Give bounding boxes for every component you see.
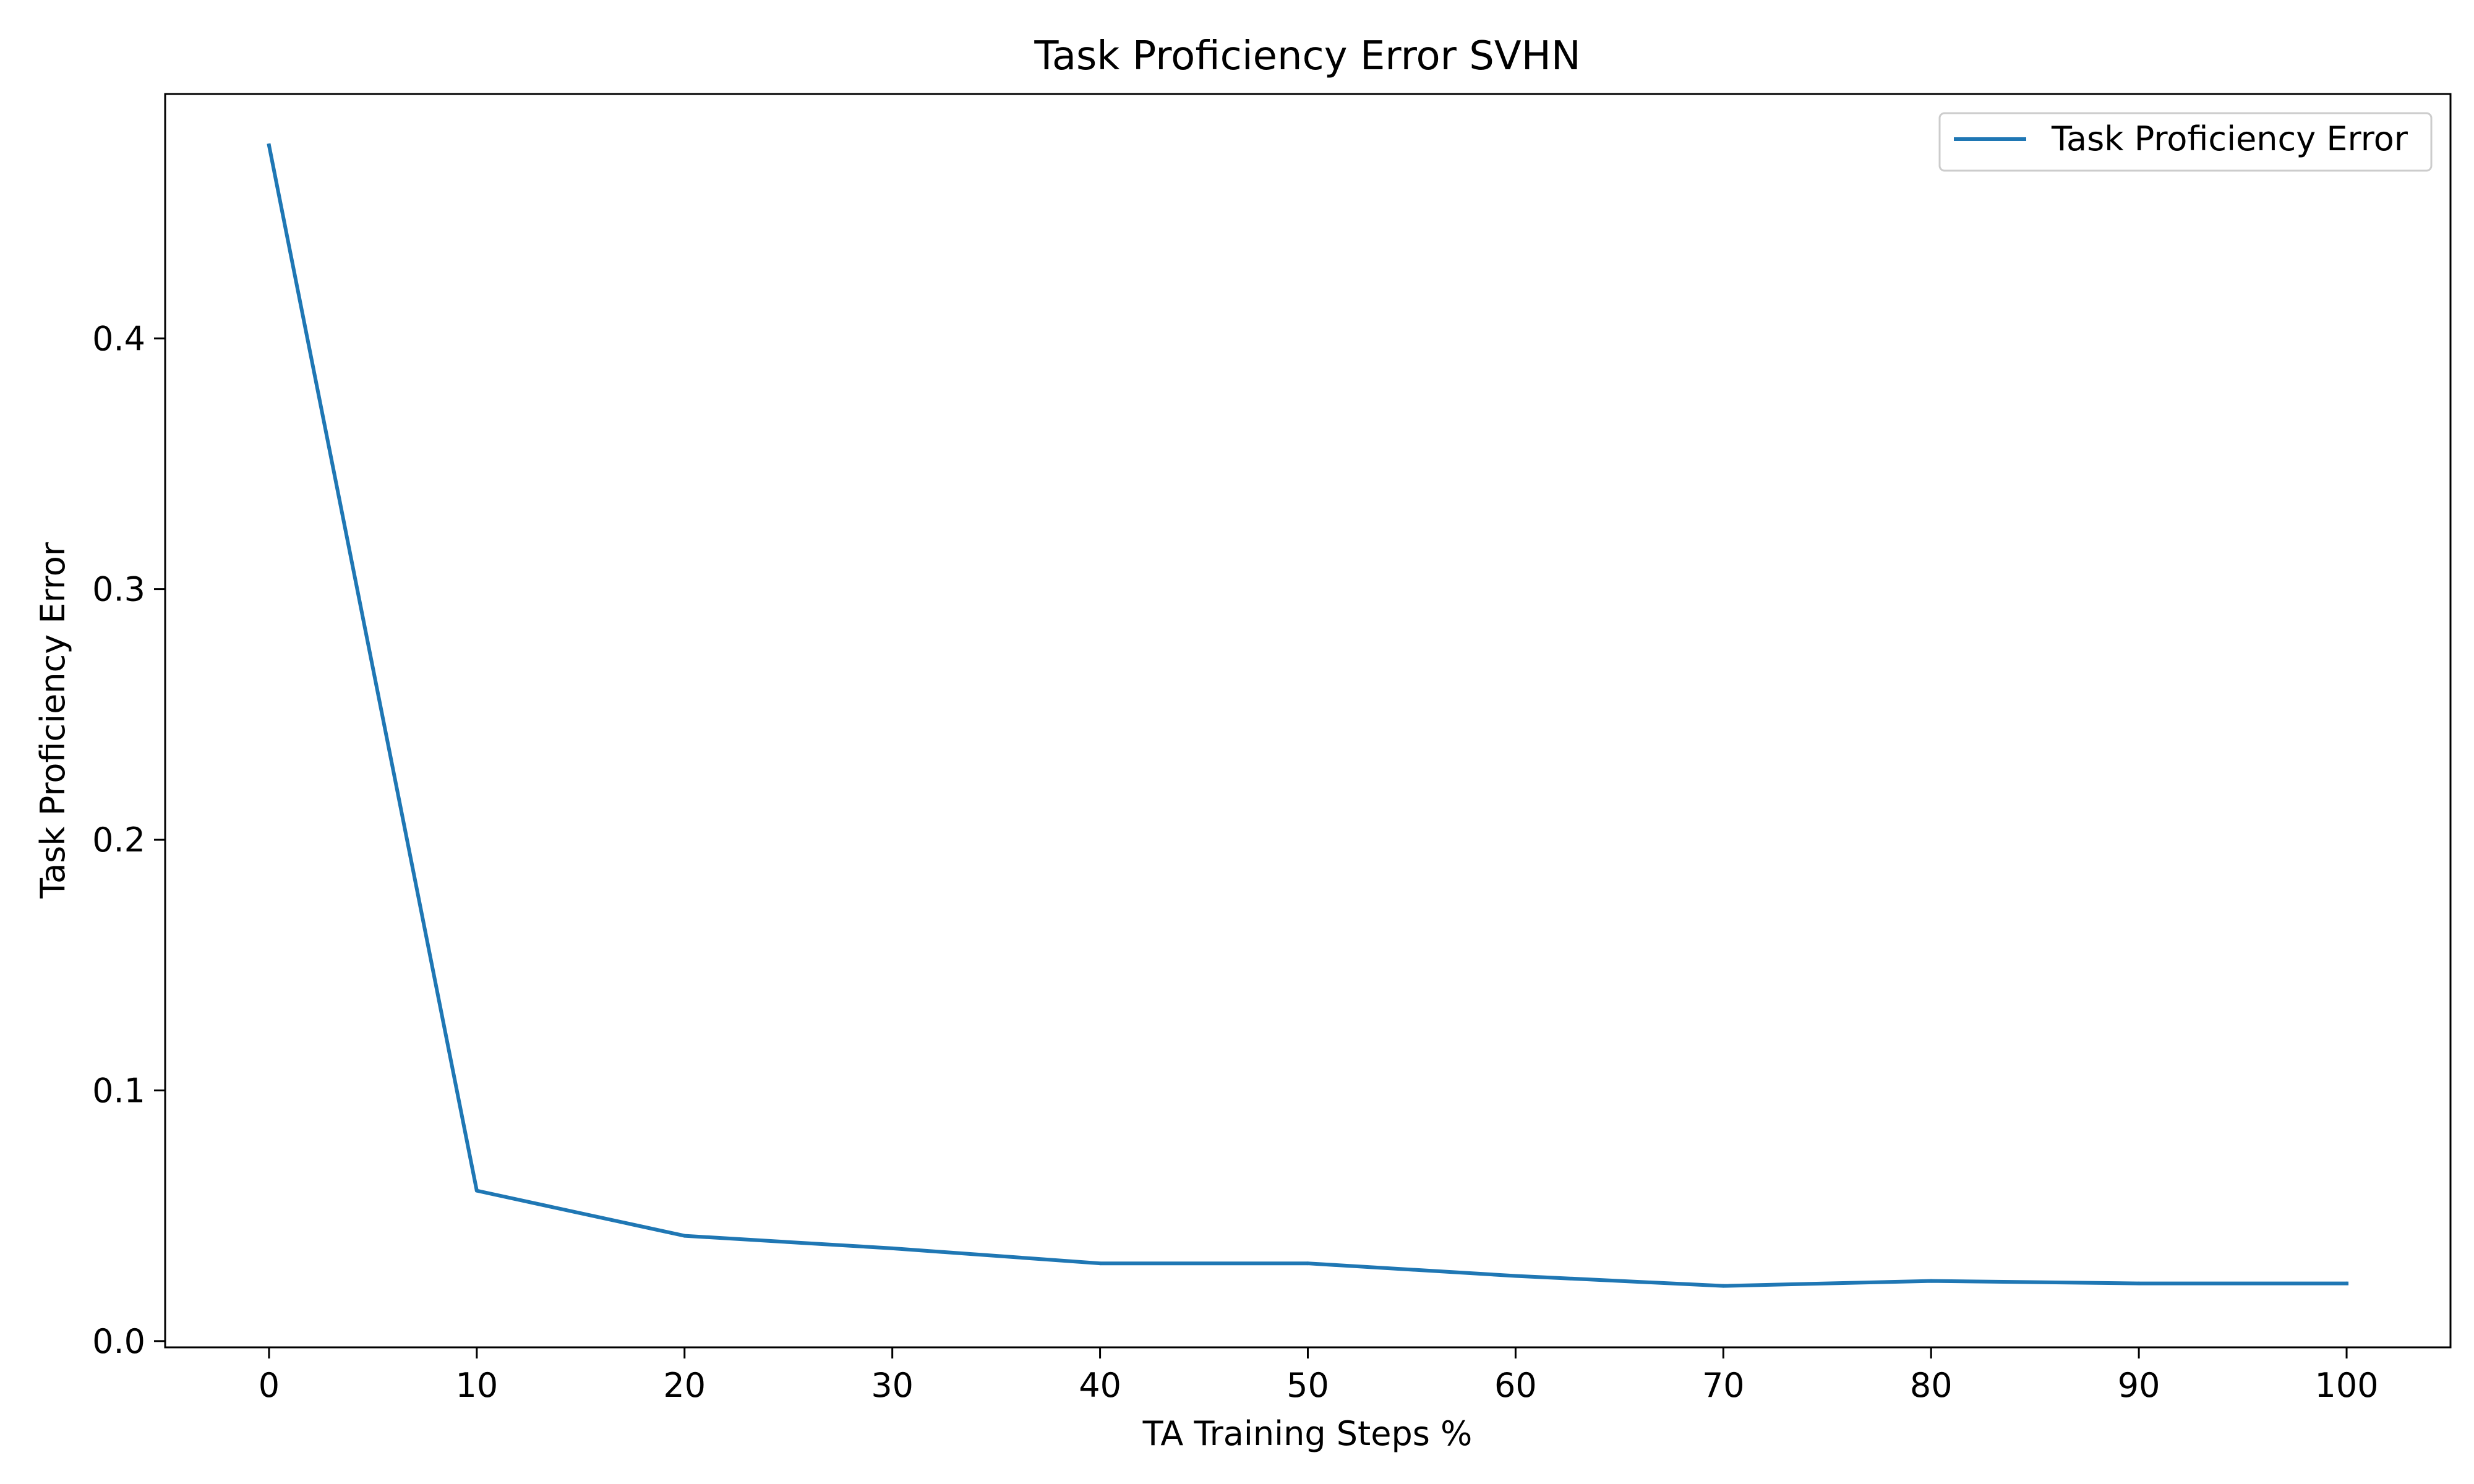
chart-title: Task Proficiency Error SVHN [1034,33,1580,79]
legend-box [1938,112,2433,172]
x-tick-label: 50 [1286,1366,1329,1405]
data-point [267,143,271,148]
y-tick-label: 0.1 [92,1071,145,1110]
data-point [1929,1279,1933,1283]
x-tick-label: 20 [663,1366,706,1405]
data-point [682,1234,687,1238]
data-point [1306,1261,1310,1266]
x-tick-label: 40 [1079,1366,1121,1405]
x-tick-label: 60 [1494,1366,1537,1405]
data-point [890,1246,894,1250]
legend-label: Task Proficiency Error [2051,119,2408,158]
plot-area [164,93,2452,1349]
x-tick-label: 90 [2118,1366,2160,1405]
x-axis: 0 10 20 30 40 50 60 70 80 90 100 [259,1347,2379,1405]
y-axis-label: Task Proficiency Error [33,542,72,899]
y-tick-label: 0.2 [92,821,145,859]
data-point [1098,1261,1102,1266]
y-axis: 0.0 0.1 0.2 0.3 0.4 [92,319,165,1361]
x-tick-label: 10 [456,1366,499,1405]
y-tick-label: 0.0 [92,1322,145,1361]
legend: Task Proficiency Error [1938,112,2433,172]
x-tick-label: 30 [871,1366,914,1405]
x-tick-label: 0 [259,1366,280,1405]
y-tick-label: 0.4 [92,319,145,358]
data-point [474,1188,479,1193]
series-layer [267,143,2349,1288]
x-tick-label: 70 [1702,1366,1745,1405]
data-point [1721,1284,1726,1288]
x-axis-label: TA Training Steps % [1142,1414,1473,1453]
axes-frame [164,93,2452,1349]
data-point [2345,1281,2349,1286]
y-tick-label: 0.3 [92,570,145,609]
data-point [2137,1281,2141,1286]
x-tick-label: 100 [2315,1366,2379,1405]
data-point [1513,1274,1518,1278]
x-tick-label: 80 [1910,1366,1953,1405]
